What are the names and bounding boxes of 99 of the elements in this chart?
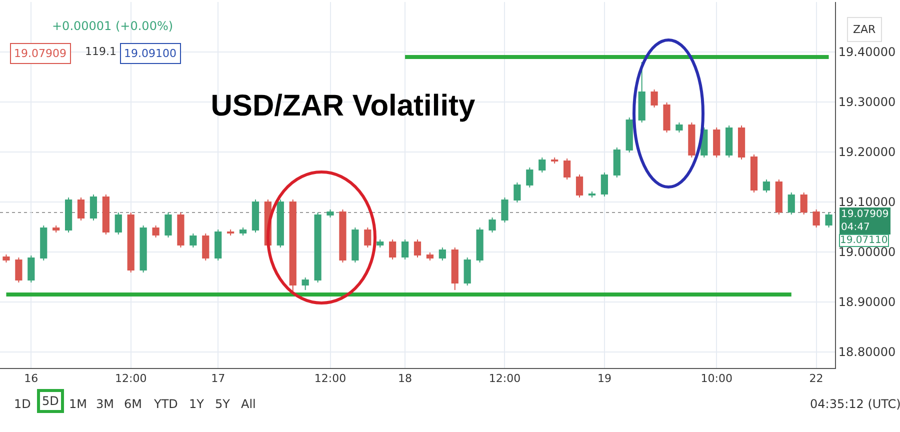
candlestick xyxy=(152,225,160,238)
candlestick xyxy=(190,233,197,248)
text: All xyxy=(241,397,256,411)
candlestick xyxy=(800,192,808,215)
candlestick xyxy=(227,229,234,236)
x-tick-label: 18 xyxy=(398,372,412,386)
candlestick xyxy=(28,255,35,283)
candlestick xyxy=(588,191,596,198)
candlestick xyxy=(77,197,85,221)
candlestick xyxy=(252,199,260,233)
text: 3M xyxy=(96,397,114,411)
text: 04:35:12 (UTC) xyxy=(810,397,900,411)
candlestick xyxy=(15,257,22,283)
candlestick xyxy=(488,217,496,233)
candlestick xyxy=(600,172,608,197)
candlestick xyxy=(538,157,546,173)
x-tick-label: 16 xyxy=(24,372,38,386)
x-tick-label: 12:00 xyxy=(488,372,521,386)
text: USD/ZAR Volatility xyxy=(210,90,476,122)
candlestick xyxy=(177,212,184,248)
candlestick xyxy=(239,227,247,236)
annotation: 119.1 xyxy=(85,45,116,58)
y-tick-label: 19.40000 xyxy=(838,45,896,60)
candlestick xyxy=(688,122,696,158)
x-tick-label: 17 xyxy=(211,372,226,386)
candlestick xyxy=(2,254,10,263)
candlestick xyxy=(775,179,782,215)
annotation: 19.09100 xyxy=(124,47,176,60)
candlestick xyxy=(576,174,584,198)
candlestick xyxy=(102,194,110,235)
candlestick xyxy=(52,225,60,233)
candlestick xyxy=(326,209,334,218)
candlestick xyxy=(314,212,322,283)
candlestick xyxy=(464,257,471,286)
candlestick xyxy=(551,157,558,164)
candlestick xyxy=(750,154,758,193)
candlestick xyxy=(663,102,670,133)
candlestick xyxy=(376,239,384,248)
candlestick xyxy=(114,212,122,235)
x-tick-label: 12:00 xyxy=(115,372,147,386)
candlestick xyxy=(140,225,147,273)
candlestick xyxy=(726,125,733,158)
y-tick-label: 19.20000 xyxy=(838,145,896,160)
candlestick xyxy=(438,247,446,261)
candlestick xyxy=(762,179,770,193)
y-tick-label: 19.00000 xyxy=(838,245,896,260)
text: 1M xyxy=(69,397,87,411)
x-tick-label: 12:00 xyxy=(314,372,346,386)
x-tick-label: 19 xyxy=(597,372,612,386)
text: 5Y xyxy=(215,397,231,411)
text: 19.07110 xyxy=(840,235,888,246)
y-tick-label: 19.10000 xyxy=(838,195,896,210)
candlestick xyxy=(738,125,746,160)
y-tick-label: 18.90000 xyxy=(838,295,896,310)
candlestick xyxy=(676,122,683,133)
candlestick xyxy=(476,227,484,263)
annotation: +0.00001 (+0.00%) xyxy=(52,19,174,33)
candlestick xyxy=(339,209,346,263)
x-tick-label: 22 xyxy=(809,372,824,386)
candlestick xyxy=(501,197,508,223)
candlestick xyxy=(90,194,98,221)
candlestick xyxy=(202,233,210,261)
candlestick xyxy=(788,192,795,215)
x-tick-label: 10:00 xyxy=(700,372,732,386)
text: ZAR xyxy=(853,23,876,36)
candlestick xyxy=(626,117,633,153)
candlestick xyxy=(302,277,309,290)
candlestick xyxy=(64,197,72,233)
candlestick xyxy=(164,212,172,238)
candlestick xyxy=(276,199,284,248)
candlestick xyxy=(364,227,372,248)
candlestick xyxy=(214,229,222,261)
candlestick xyxy=(514,182,521,203)
text: 19.07909 04:47 xyxy=(841,209,889,233)
candlestick xyxy=(127,212,134,273)
candlestick xyxy=(825,212,832,228)
candlestick xyxy=(426,252,434,261)
candlestick xyxy=(650,89,658,108)
candlestick xyxy=(713,127,720,158)
y-tick-label: 19.30000 xyxy=(838,95,896,110)
annotation: 19.07909 xyxy=(14,47,66,60)
candlestick xyxy=(812,209,820,228)
candlestick xyxy=(414,239,422,258)
text: 6M xyxy=(124,397,142,411)
candlestick xyxy=(389,239,396,260)
candlestick xyxy=(289,199,296,292)
text: 1D xyxy=(14,397,31,411)
text: 5D xyxy=(42,394,59,408)
candlestick xyxy=(526,167,534,188)
candlestick xyxy=(564,158,571,180)
candlestick xyxy=(451,247,458,290)
candlestick xyxy=(352,227,359,263)
candlestick xyxy=(613,147,620,178)
y-tick-label: 18.80000 xyxy=(838,345,896,360)
text: YTD xyxy=(153,397,178,411)
candlestick xyxy=(638,62,646,123)
text: 1Y xyxy=(189,397,205,411)
candlestick xyxy=(40,225,48,261)
candlestick xyxy=(401,239,409,260)
